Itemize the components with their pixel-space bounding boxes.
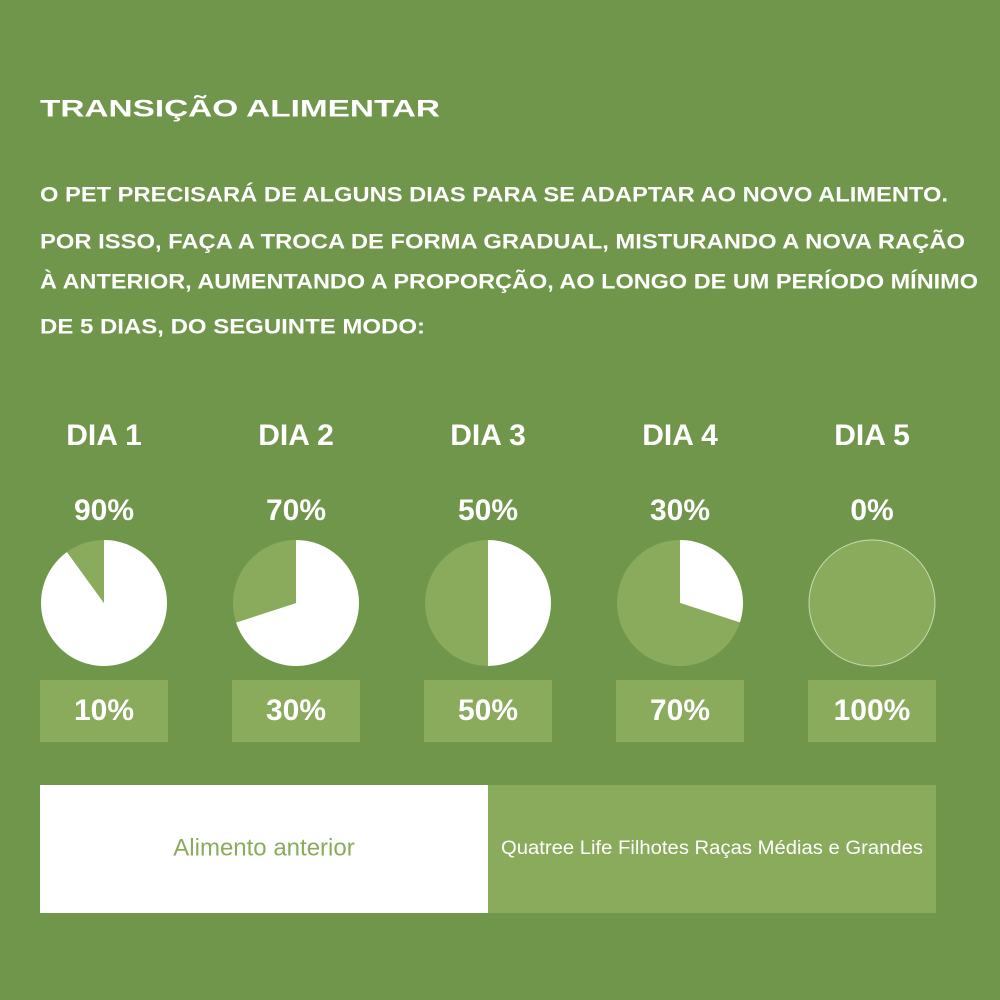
old-percent: 50%	[458, 494, 518, 527]
legend-label: Quatree Life Filhotes Raças Médias e Gra…	[501, 838, 923, 859]
new-percent-box	[40, 680, 168, 742]
pie-slice	[617, 540, 740, 667]
legend-swatch	[488, 785, 936, 913]
new-percent-box	[808, 680, 936, 742]
old-percent: 70%	[266, 494, 326, 527]
old-percent: 30%	[650, 494, 710, 527]
pie-slice	[488, 540, 551, 666]
old-percent: 90%	[74, 494, 134, 527]
pie-slice	[808, 539, 936, 667]
pie-slice	[236, 540, 360, 667]
new-percent: 100%	[834, 694, 911, 727]
new-percent: 30%	[266, 694, 326, 727]
day-title: DIA 3	[450, 419, 526, 452]
pie-slice	[425, 540, 488, 666]
intro-line: DE 5 DIAS, DO SEGUINTE MODO:	[40, 316, 425, 339]
day-title: DIA 1	[66, 419, 142, 452]
day-title: DIA 5	[834, 419, 910, 452]
day-title: DIA 4	[642, 419, 718, 452]
pie-slice	[66, 540, 104, 603]
intro-line: O PET PRECISARÁ DE ALGUNS DIAS PARA SE A…	[40, 184, 948, 207]
intro-line: À ANTERIOR, AUMENTANDO A PROPORÇÃO, AO L…	[40, 271, 978, 294]
pie-slice	[233, 540, 296, 623]
legend-swatch	[40, 785, 488, 913]
old-percent: 0%	[850, 494, 893, 527]
new-percent-box	[232, 680, 360, 742]
new-percent-box	[424, 680, 552, 742]
pie-slice	[40, 540, 167, 667]
day-title: DIA 2	[258, 419, 334, 452]
new-percent: 10%	[74, 694, 134, 727]
intro-line: POR ISSO, FAÇA A TROCA DE FORMA GRADUAL,…	[40, 231, 965, 254]
new-percent: 70%	[650, 694, 710, 727]
new-percent-box	[616, 680, 744, 742]
new-percent: 50%	[458, 694, 518, 727]
legend-label: Alimento anterior	[173, 834, 354, 861]
title: TRANSIÇÃO ALIMENTAR	[40, 94, 440, 122]
pie-slice	[680, 540, 744, 623]
